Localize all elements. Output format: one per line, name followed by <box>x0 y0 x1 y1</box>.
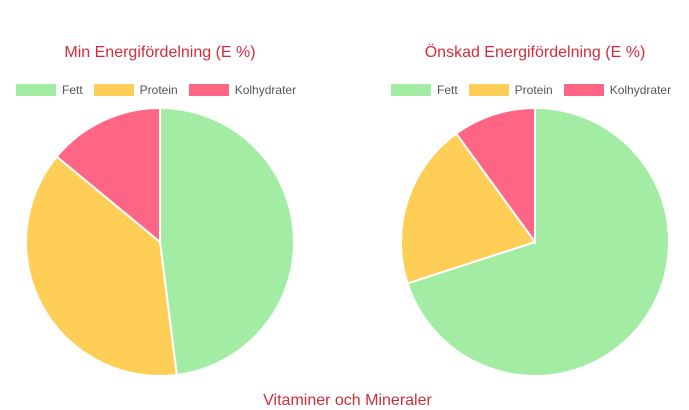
legend-item-protein[interactable]: Protein <box>93 83 178 97</box>
pie-slice-fett[interactable] <box>406 106 670 377</box>
chart-legend: Fett Protein Kolhydrater <box>16 83 307 97</box>
energy-distribution-chart-desired: Önskad Energifördelning (E %) Fett Prote… <box>375 0 689 401</box>
legend-label-protein: Protein <box>514 83 553 97</box>
legend-swatch-protein <box>468 84 509 96</box>
pie-chart <box>25 106 295 377</box>
pie-slice-protein[interactable] <box>400 132 537 285</box>
pie-slice-protein[interactable] <box>25 155 178 377</box>
pie-chart <box>400 106 670 377</box>
legend-label-kolhydrater: Kolhydrater <box>609 83 672 97</box>
chart-legend: Fett Protein Kolhydrater <box>391 83 682 97</box>
legend-label-kolhydrater: Kolhydrater <box>234 83 297 97</box>
pie-slice-kolhydrater[interactable] <box>454 106 536 246</box>
legend-item-fett[interactable]: Fett <box>16 83 83 97</box>
section-heading-vitamins: Vitaminer och Mineraler <box>263 392 432 409</box>
pie-slice-fett[interactable] <box>159 106 295 377</box>
legend-swatch-fett <box>16 84 56 96</box>
chart-title: Önskad Energifördelning (E %) <box>424 44 646 61</box>
legend-swatch-kolhydrater <box>188 84 229 96</box>
chart-title: Min Energifördelning (E %) <box>64 44 256 61</box>
legend-item-kolhydrater[interactable]: Kolhydrater <box>188 83 297 97</box>
legend-label-fett: Fett <box>62 83 83 97</box>
legend-item-fett[interactable]: Fett <box>391 83 458 97</box>
legend-label-protein: Protein <box>139 83 178 97</box>
pie-slice-kolhydrater[interactable] <box>55 106 161 245</box>
legend-swatch-kolhydrater <box>563 84 604 96</box>
energy-distribution-chart-current: Min Energifördelning (E %) Fett Protein … <box>0 0 344 401</box>
legend-label-fett: Fett <box>437 83 458 97</box>
legend-swatch-protein <box>93 84 134 96</box>
legend-item-kolhydrater[interactable]: Kolhydrater <box>563 83 672 97</box>
legend-item-protein[interactable]: Protein <box>468 83 553 97</box>
legend-swatch-fett <box>391 84 431 96</box>
